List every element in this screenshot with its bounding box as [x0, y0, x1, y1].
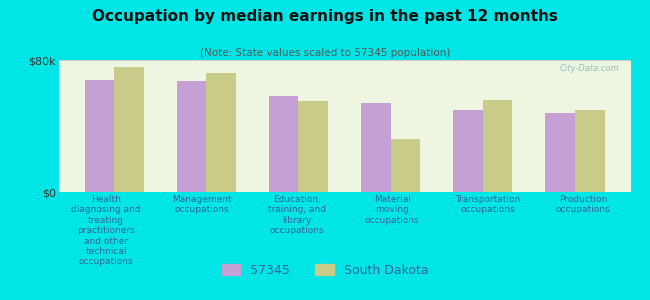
Bar	[361, 103, 391, 192]
Legend: 57345, South Dakota: 57345, South Dakota	[216, 259, 434, 282]
Text: Production
occupations: Production occupations	[556, 195, 610, 214]
Bar	[575, 110, 604, 192]
Text: Occupation by median earnings in the past 12 months: Occupation by median earnings in the pas…	[92, 9, 558, 24]
Bar	[298, 101, 328, 192]
Bar	[545, 113, 575, 192]
Bar	[84, 80, 114, 192]
Bar	[206, 73, 236, 192]
Bar	[483, 100, 512, 192]
Bar	[177, 81, 206, 192]
Bar	[114, 67, 144, 192]
Bar	[269, 96, 298, 192]
Text: Material
moving
occupations: Material moving occupations	[365, 195, 419, 225]
Text: Education,
training, and
library
occupations: Education, training, and library occupat…	[268, 195, 326, 235]
Text: Management
occupations: Management occupations	[172, 195, 231, 214]
Text: Health
diagnosing and
treating
practitioners
and other
technical
occupations: Health diagnosing and treating practitio…	[72, 195, 141, 266]
Text: Transportation
occupations: Transportation occupations	[455, 195, 520, 214]
Text: (Note: State values scaled to 57345 population): (Note: State values scaled to 57345 popu…	[200, 48, 450, 58]
Text: City-Data.com: City-Data.com	[559, 64, 619, 73]
Bar	[453, 110, 483, 192]
Bar	[391, 139, 420, 192]
